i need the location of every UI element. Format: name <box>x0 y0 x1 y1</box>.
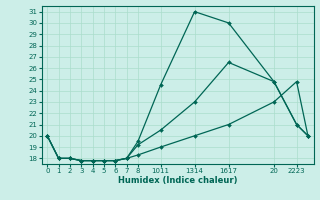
X-axis label: Humidex (Indice chaleur): Humidex (Indice chaleur) <box>118 176 237 185</box>
